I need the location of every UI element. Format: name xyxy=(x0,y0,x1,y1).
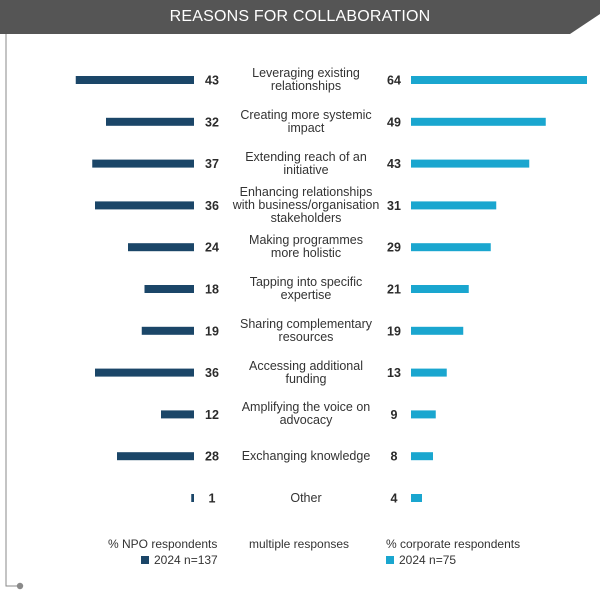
legend-corporate: 2024 n=75 xyxy=(386,553,456,567)
corporate-value-label: 4 xyxy=(391,492,398,506)
category-label-line: Accessing additional xyxy=(249,358,363,373)
category-label-line: advocacy xyxy=(279,413,333,428)
corporate-bar xyxy=(411,410,436,419)
npo-bar xyxy=(191,494,194,502)
corporate-bar xyxy=(411,201,497,210)
category-label-line: Exchanging knowledge xyxy=(241,448,371,463)
category-label-line: Enhancing relationships xyxy=(239,184,373,199)
corporate-value-label: 43 xyxy=(387,157,401,171)
npo-bar xyxy=(161,410,194,419)
category-label: Extending reach of an initiative xyxy=(228,149,384,177)
corporate-bar xyxy=(411,494,422,502)
category-label-line: Making programmes xyxy=(249,233,363,248)
corporate-value-label: 8 xyxy=(391,450,398,464)
category-label: Other xyxy=(228,490,384,505)
npo-bar xyxy=(75,76,194,84)
npo-bar xyxy=(128,243,194,252)
corporate-value-label: 49 xyxy=(387,115,401,129)
category-label-line: expertise xyxy=(280,288,332,302)
corporate-value-label: 9 xyxy=(391,408,398,422)
npo-value-label: 18 xyxy=(205,283,219,297)
npo-value-label: 19 xyxy=(205,324,219,338)
npo-bar xyxy=(117,452,194,461)
npo-bar xyxy=(106,117,194,126)
npo-value-label: 43 xyxy=(205,74,219,88)
legend-swatch-corporate xyxy=(386,556,394,564)
npo-value-label: 12 xyxy=(205,408,219,422)
npo-value-label: 32 xyxy=(205,115,219,129)
category-label-line: initiative xyxy=(283,162,329,177)
legend-label-corporate: 2024 n=75 xyxy=(399,553,457,567)
npo-value-label: 37 xyxy=(205,157,219,171)
corporate-bar xyxy=(411,117,546,126)
category-label-line: Other xyxy=(290,490,322,505)
corporate-value-label: 21 xyxy=(387,283,401,297)
npo-value-label: 1 xyxy=(209,492,216,506)
category-label-line: more holistic xyxy=(270,246,342,261)
category-label: Tapping into specific expertise xyxy=(228,276,384,302)
category-label-line: with business/organisation xyxy=(232,197,380,212)
npo-value-label: 28 xyxy=(205,450,219,464)
category-label-line: relationships xyxy=(270,79,342,93)
corporate-bar xyxy=(411,452,433,461)
category-label-line: impact xyxy=(287,120,325,135)
category-label-line: Sharing complementary xyxy=(239,316,372,331)
category-label: Sharing complementary resources xyxy=(228,316,384,344)
category-label-line: Tapping into specific xyxy=(249,275,363,289)
corporate-bar xyxy=(411,243,491,252)
npo-bar xyxy=(95,201,194,210)
category-label: Amplifying the voice on advocacy xyxy=(228,401,384,427)
category-label-line: Creating more systemic xyxy=(240,107,372,122)
corporate-bar xyxy=(411,326,464,335)
npo-bar xyxy=(144,285,194,293)
corporate-bar xyxy=(411,159,530,168)
corporate-bar xyxy=(411,368,447,377)
category-label-line: resources xyxy=(278,329,334,344)
category-label-line: Amplifying the voice on xyxy=(241,400,371,415)
npo-heading: % NPO respondents xyxy=(108,537,218,551)
legend-swatch-npo xyxy=(141,556,149,564)
npo-bar xyxy=(92,159,194,168)
category-label: Exchanging knowledge xyxy=(228,448,384,463)
npo-value-label: 36 xyxy=(205,366,219,380)
corporate-value-label: 29 xyxy=(387,241,401,255)
npo-bar xyxy=(141,326,194,335)
category-label-line: Leveraging existing xyxy=(252,66,360,80)
corporate-value-label: 64 xyxy=(387,74,401,88)
header-banner xyxy=(0,0,600,34)
category-label: Enhancing relationships with business/org… xyxy=(228,184,384,225)
chart-title: REASONS FOR COLLABORATION xyxy=(169,8,431,25)
legend-label-npo: 2024 n=137 xyxy=(154,553,218,567)
corporate-bar xyxy=(411,285,469,293)
category-label: Leveraging existing relationships xyxy=(228,67,384,93)
corporate-heading: % corporate respondents xyxy=(386,537,521,551)
corporate-bar xyxy=(411,76,587,84)
category-label: Creating more systemic impact xyxy=(228,107,384,135)
category-label-line: Extending reach of an xyxy=(245,149,367,164)
npo-bar xyxy=(95,368,194,377)
npo-value-label: 36 xyxy=(205,199,219,213)
corporate-value-label: 13 xyxy=(387,366,401,380)
category-label: Making programmes more holistic xyxy=(228,234,384,260)
category-label-line: funding xyxy=(285,371,327,386)
category-label-line: stakeholders xyxy=(270,210,342,225)
legend-npo: 2024 n=137 xyxy=(141,553,218,567)
corporate-value-label: 19 xyxy=(387,324,401,338)
corporate-value-label: 31 xyxy=(387,199,401,213)
category-label: Accessing additional funding xyxy=(228,358,384,386)
npo-value-label: 24 xyxy=(205,241,219,255)
multiple-responses-note: multiple responses xyxy=(249,537,350,551)
